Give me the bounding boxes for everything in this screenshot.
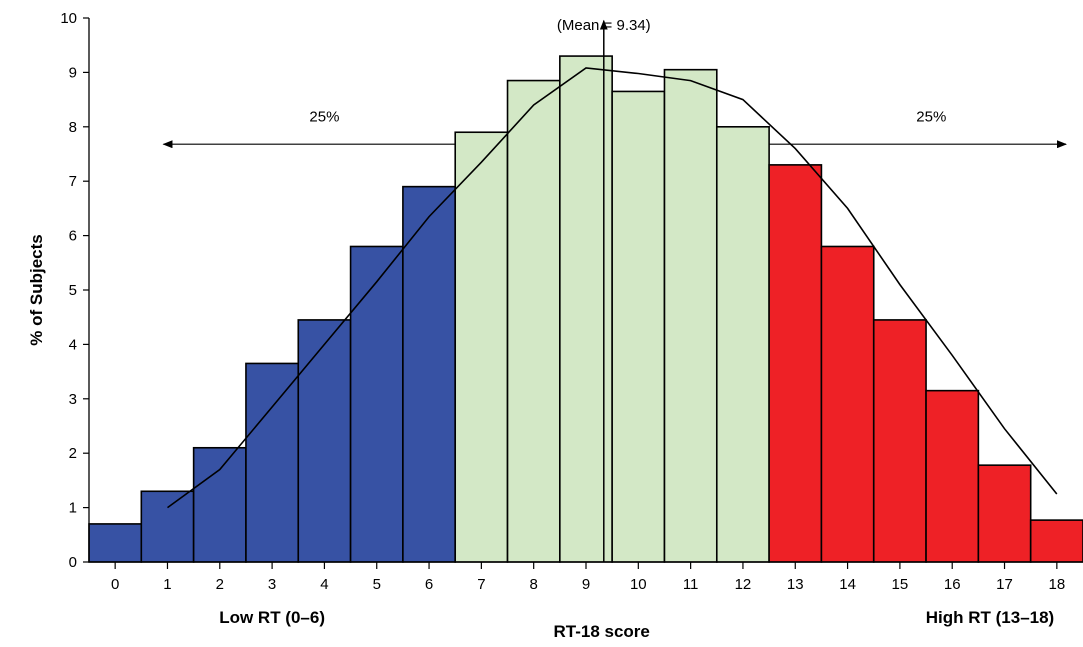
bar-5: [349, 245, 404, 563]
bar-12: [715, 126, 770, 563]
bar-4: [297, 319, 352, 563]
fitted-curve-layer: [167, 67, 1058, 509]
y-tick-label-9: 9: [69, 64, 77, 81]
x-tick-label-10: 10: [630, 576, 647, 593]
x-tick-label-2: 2: [216, 576, 224, 593]
y-tick-label-0: 0: [69, 554, 77, 571]
bar-7: [454, 131, 509, 563]
bar-18: [1029, 519, 1083, 563]
y-axis-label: % of Subjects: [27, 234, 46, 345]
bar-1: [140, 490, 195, 563]
x-tick-label-13: 13: [787, 576, 804, 593]
bar-0: [88, 523, 143, 563]
bar-11: [663, 68, 718, 563]
y-tick-label-8: 8: [69, 119, 77, 136]
high-rt-group-label: High RT (13–18): [926, 608, 1054, 627]
y-tick-label-3: 3: [69, 391, 77, 408]
x-tick-label-3: 3: [268, 576, 276, 593]
x-tick-label-4: 4: [320, 576, 328, 593]
x-axis-label: RT-18 score: [553, 622, 649, 641]
bars: [88, 55, 1083, 563]
mean-label: (Mean = 9.34): [557, 17, 651, 34]
annotations: 25% 25% (Mean = 9.34): [162, 17, 1067, 562]
x-tick-label-15: 15: [892, 576, 909, 593]
x-tick-label-12: 12: [735, 576, 752, 593]
bar-14: [820, 245, 875, 563]
high-25-label: 25%: [916, 108, 946, 125]
y-tick-label-2: 2: [69, 445, 77, 462]
low-25-label: 25%: [309, 108, 339, 125]
low-rt-group-label: Low RT (0–6): [219, 608, 325, 627]
x-tick-label-5: 5: [373, 576, 381, 593]
bar-15: [872, 319, 927, 563]
axis-labels: % of Subjects RT-18 score Low RT (0–6) H…: [27, 234, 1054, 641]
bar-16: [925, 389, 980, 563]
y-tick-label-10: 10: [60, 10, 77, 27]
bar-10: [611, 90, 666, 563]
x-tick-label-18: 18: [1048, 576, 1065, 593]
y-tick-label-7: 7: [69, 173, 77, 190]
x-tick-label-16: 16: [944, 576, 961, 593]
x-tick-label-11: 11: [683, 576, 699, 593]
x-tick-label-7: 7: [477, 576, 485, 593]
bar-6: [402, 185, 457, 563]
bar-3: [245, 362, 300, 563]
x-tick-label-9: 9: [582, 576, 590, 593]
y-tick-label-5: 5: [69, 282, 77, 299]
x-tick-label-6: 6: [425, 576, 433, 593]
bar-8: [506, 79, 561, 563]
bar-2: [192, 446, 247, 563]
x-tick-label-17: 17: [996, 576, 1013, 593]
bar-13: [768, 164, 823, 563]
x-tick-label-1: 1: [163, 576, 171, 593]
bar-17: [977, 464, 1032, 563]
x-tick-label-14: 14: [839, 576, 856, 593]
x-tick-label-0: 0: [111, 576, 119, 593]
fitted-curve: [167, 67, 1058, 509]
y-tick-label-1: 1: [69, 500, 77, 517]
y-tick-label-4: 4: [69, 336, 77, 353]
x-tick-label-8: 8: [530, 576, 538, 593]
y-tick-label-6: 6: [69, 228, 77, 245]
